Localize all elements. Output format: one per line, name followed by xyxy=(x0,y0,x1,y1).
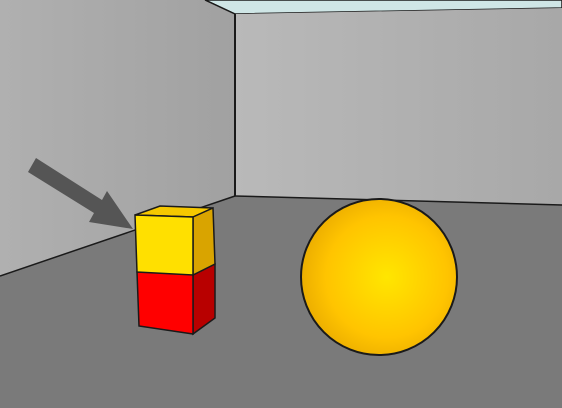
bottom-cube-front xyxy=(136,267,194,335)
pointer-arrow xyxy=(28,158,133,229)
arrow-icon xyxy=(28,158,133,229)
top-cube-front xyxy=(134,214,194,276)
top-cube-side xyxy=(192,206,216,277)
top-cube xyxy=(134,205,216,277)
back-wall xyxy=(235,8,562,205)
sphere xyxy=(300,198,458,356)
ceiling-left-edge xyxy=(204,0,236,15)
